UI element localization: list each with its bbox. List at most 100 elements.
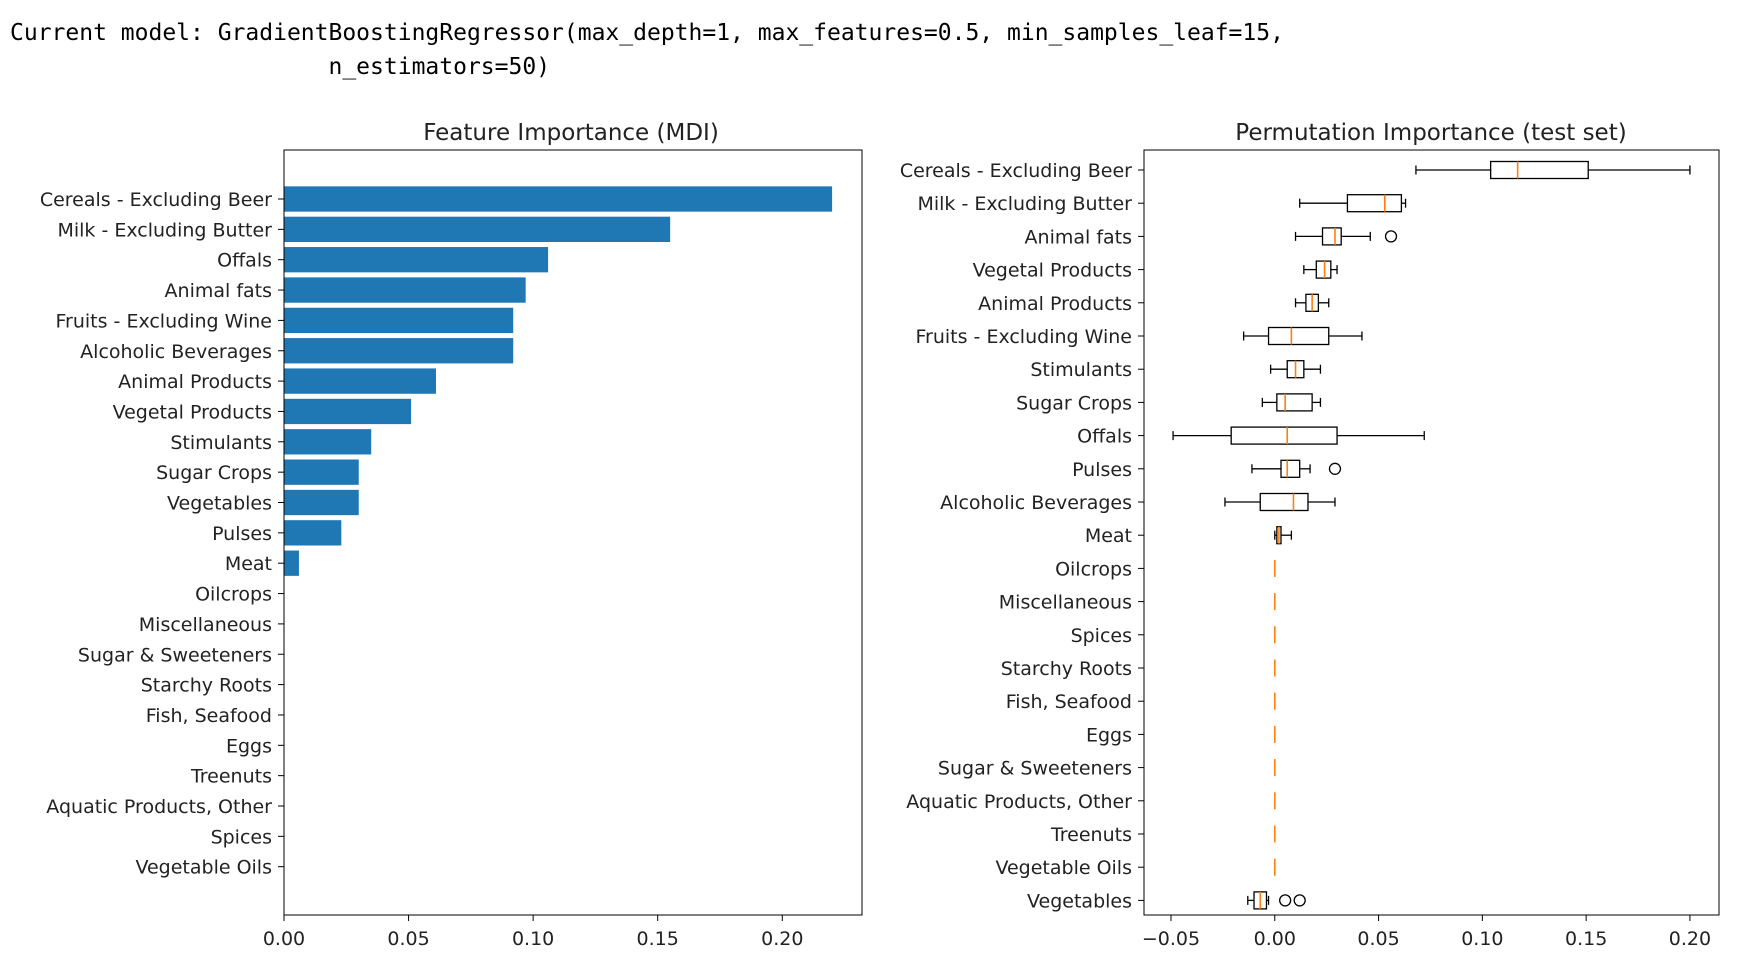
perm-category-label-stimulants: Stimulants — [1030, 359, 1132, 381]
mdi-bar-sugar-crops — [284, 459, 359, 485]
box-cereals-excluding-beer — [1415, 160, 1691, 180]
mdi-category-label-vegetable-oils: Vegetable Oils — [135, 857, 272, 879]
box-stimulants — [1269, 360, 1322, 379]
mdi-category-label-animal-products: Animal Products — [118, 371, 272, 393]
mdi-category-label-sugar-crops: Sugar Crops — [156, 462, 272, 484]
perm-category-label-meat: Meat — [1085, 525, 1132, 547]
perm-category-label-eggs: Eggs — [1086, 724, 1132, 746]
box-vegetal-products — [1303, 260, 1338, 279]
mdi-bar-pulses — [284, 520, 342, 546]
iqr-box-sugar-crops — [1276, 393, 1313, 412]
mdi-bar-milk-excluding-butter — [284, 216, 671, 243]
box-animal-products — [1294, 293, 1330, 312]
permutation-boxes — [1172, 160, 1691, 910]
mdi-category-label-meat: Meat — [225, 553, 272, 575]
perm-category-label-offals: Offals — [1077, 426, 1132, 448]
permutation-chart-title: Permutation Importance (test set) — [1235, 120, 1626, 146]
perm-category-label-vegetables: Vegetables — [1027, 890, 1132, 912]
perm-category-label-vegetable-oils: Vegetable Oils — [995, 857, 1132, 879]
box-animal-fats — [1294, 227, 1398, 246]
mdi-category-label-fruits-excluding-wine: Fruits - Excluding Wine — [55, 310, 272, 332]
outlier-vegetables — [1279, 894, 1292, 907]
mdi-importance-chart: Feature Importance (MDI) Cereals - Exclu… — [40, 120, 863, 950]
mdi-category-label-starchy-roots: Starchy Roots — [141, 675, 272, 697]
mdi-xtick-label: 0.05 — [387, 928, 429, 950]
permutation-x-axis-ticks: −0.05 0.00 0.05 0.10 0.15 0.20 — [1142, 915, 1711, 950]
mdi-bar-animal-products — [284, 368, 436, 394]
mdi-category-label-sugar-sweeteners: Sugar & Sweeteners — [78, 644, 272, 666]
mdi-category-label-eggs: Eggs — [226, 735, 272, 757]
mdi-bars — [284, 186, 833, 576]
perm-category-label-fruits-excluding-wine: Fruits - Excluding Wine — [915, 326, 1132, 348]
perm-category-label-milk-excluding-butter: Milk - Excluding Butter — [917, 193, 1132, 215]
model-description: Current model: GradientBoostingRegressor… — [10, 20, 1284, 80]
perm-xtick-label: 0.10 — [1461, 928, 1503, 950]
box-offals — [1172, 426, 1425, 445]
mdi-category-label-stimulants: Stimulants — [170, 432, 272, 454]
mdi-bar-meat — [284, 550, 299, 576]
mdi-category-label-vegetables: Vegetables — [167, 493, 272, 515]
perm-xtick-label: 0.00 — [1254, 928, 1296, 950]
mdi-plot-frame — [283, 149, 863, 916]
mdi-xtick-label: 0.00 — [263, 928, 305, 950]
iqr-box-fruits-excluding-wine — [1267, 326, 1330, 346]
permutation-plot-frame — [1143, 149, 1720, 916]
mdi-category-label-vegetal-products: Vegetal Products — [113, 401, 272, 423]
outlier-animal-fats — [1384, 230, 1398, 243]
mdi-category-label-cereals-excluding-beer: Cereals - Excluding Beer — [40, 189, 272, 211]
perm-xtick-label: −0.05 — [1142, 928, 1200, 950]
perm-category-label-treenuts: Treenuts — [1050, 824, 1132, 846]
box-milk-excluding-butter — [1299, 194, 1407, 213]
box-meat — [1274, 526, 1293, 545]
perm-xtick-label: 0.15 — [1565, 928, 1607, 950]
mdi-x-axis-ticks: 0.00 0.05 0.10 0.15 0.20 — [263, 915, 803, 950]
perm-category-label-vegetal-products: Vegetal Products — [973, 260, 1132, 282]
permutation-y-axis-ticks: Cereals - Excluding Beer Milk - Excluding… — [900, 160, 1144, 912]
mdi-category-label-milk-excluding-butter: Milk - Excluding Butter — [57, 219, 272, 241]
iqr-box-cereals-excluding-beer — [1490, 160, 1589, 180]
mdi-bar-cereals-excluding-beer — [284, 186, 833, 212]
mdi-category-label-animal-fats: Animal fats — [165, 280, 272, 302]
mdi-bar-stimulants — [284, 429, 372, 455]
mdi-category-label-alcoholic-beverages: Alcoholic Beverages — [80, 341, 272, 363]
perm-category-label-pulses: Pulses — [1072, 459, 1132, 481]
mdi-xtick-label: 0.10 — [512, 928, 554, 950]
perm-category-label-sugar-crops: Sugar Crops — [1016, 392, 1132, 414]
box-sugar-crops — [1261, 393, 1322, 412]
mdi-xtick-label: 0.15 — [637, 928, 679, 950]
mdi-category-label-miscellaneous: Miscellaneous — [139, 614, 272, 636]
perm-xtick-label: 0.05 — [1357, 928, 1399, 950]
perm-category-label-spices: Spices — [1071, 625, 1132, 647]
perm-category-label-oilcrops: Oilcrops — [1055, 558, 1132, 580]
perm-category-label-cereals-excluding-beer: Cereals - Excluding Beer — [900, 160, 1132, 182]
mdi-category-label-fish-seafood: Fish, Seafood — [146, 705, 272, 727]
perm-category-label-miscellaneous: Miscellaneous — [999, 592, 1132, 614]
mdi-category-label-spices: Spices — [211, 826, 272, 848]
permutation-importance-chart: Permutation Importance (test set) Cereal… — [900, 120, 1720, 950]
box-fruits-excluding-wine — [1242, 326, 1363, 346]
mdi-category-label-oilcrops: Oilcrops — [195, 584, 272, 606]
iqr-box-vegetal-products — [1315, 260, 1332, 279]
perm-category-label-fish-seafood: Fish, Seafood — [1006, 691, 1132, 713]
mdi-bar-fruits-excluding-wine — [284, 307, 514, 334]
mdi-category-label-treenuts: Treenuts — [190, 766, 272, 788]
mdi-bar-vegetal-products — [284, 398, 412, 425]
mdi-y-axis-ticks: Cereals - Excluding Beer Milk - Excluding… — [40, 189, 284, 879]
perm-category-label-aquatic-products-other: Aquatic Products, Other — [906, 791, 1132, 813]
outlier-vegetables — [1293, 894, 1306, 907]
mdi-bar-animal-fats — [284, 277, 526, 303]
perm-category-label-alcoholic-beverages: Alcoholic Beverages — [940, 492, 1132, 514]
mdi-bar-vegetables — [284, 489, 359, 516]
box-vegetables — [1247, 891, 1306, 910]
iqr-box-milk-excluding-butter — [1346, 194, 1403, 213]
perm-category-label-sugar-sweeteners: Sugar & Sweeteners — [938, 758, 1132, 780]
mdi-category-label-aquatic-products-other: Aquatic Products, Other — [46, 796, 272, 818]
mdi-category-label-pulses: Pulses — [212, 523, 272, 545]
perm-category-label-starchy-roots: Starchy Roots — [1001, 658, 1132, 680]
iqr-box-alcoholic-beverages — [1259, 492, 1309, 512]
perm-category-label-animal-products: Animal Products — [978, 293, 1132, 315]
box-alcoholic-beverages — [1224, 492, 1336, 512]
iqr-box-offals — [1230, 426, 1338, 445]
mdi-xtick-label: 0.20 — [761, 928, 803, 950]
